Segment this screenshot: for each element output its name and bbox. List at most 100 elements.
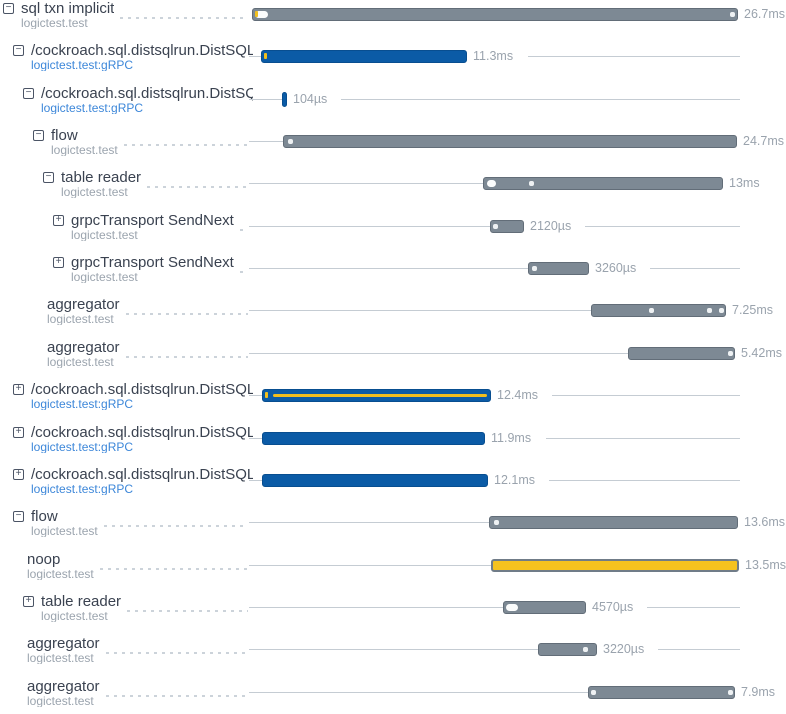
span-bar[interactable] [483,177,723,190]
event-marker [506,604,518,611]
span-bar[interactable] [591,304,726,317]
span-bar[interactable] [538,643,597,656]
span-bar[interactable] [489,516,738,529]
timeline-lead-line [249,522,490,523]
span-bar[interactable] [588,686,735,699]
leader-dash-line [126,313,248,315]
span-service: logictest.test [71,228,138,241]
span-bar[interactable] [252,8,738,21]
event-marker [728,351,733,356]
span-service: logictest.test [21,16,88,29]
expand-toggle-icon[interactable]: + [13,469,24,480]
collapse-toggle-icon[interactable]: − [43,172,54,183]
event-marker [728,690,733,695]
timeline-lead-line [249,480,263,481]
span-duration: 13.5ms [745,558,786,572]
trace-span-row: −/cockroach.sql.distsqlrun.DistSQL/Setlo… [0,42,786,84]
span-service: logictest.test [61,185,128,198]
span-duration: 12.4ms [497,388,538,402]
span-service: logictest.test:gRPC [31,397,134,410]
span-name: aggregator [27,679,100,695]
leader-dash-line [147,186,248,188]
span-name: noop [27,552,61,568]
trace-span-row: aggregator logictest.test 7.9ms [0,678,786,714]
span-text-block: aggregator logictest.test [47,340,120,368]
collapse-toggle-icon[interactable]: − [13,511,24,522]
span-duration: 2120µs [530,219,572,233]
span-bar[interactable] [262,432,485,445]
trace-span-row: aggregator logictest.test 3220µs [0,635,786,677]
trace-span-row: + grpcTransport SendNext logictest.test 212… [0,212,786,254]
timeline-trail-line [549,480,740,481]
timeline-lead-line [249,692,589,693]
trace-span-row: + grpcTransport SendNext logictest.test 326… [0,254,786,296]
collapse-toggle-icon[interactable]: − [3,3,14,14]
expand-toggle-icon[interactable]: + [53,215,64,226]
timeline-lead-line [249,649,539,650]
span-bar[interactable] [261,50,467,63]
span-service: logictest.test:gRPC [31,482,134,495]
collapse-toggle-icon[interactable]: − [23,88,34,99]
timeline-lead-line [249,607,504,608]
leader-dash-line [240,229,248,231]
event-marker [487,180,496,187]
expand-toggle-icon[interactable]: + [53,257,64,268]
span-bar[interactable] [491,559,739,572]
span-name: sql txn implicit [21,1,115,17]
timeline-trail-line [647,607,740,608]
span-name: /cockroach.sql.distsqlrun.DistSQL/Set [31,425,253,441]
span-service: logictest.test [27,694,94,707]
span-text-block: flow logictest.test [31,509,98,537]
event-marker [529,181,534,186]
leader-dash-line [106,652,248,654]
span-name: /cockroach.sql.distsqlrun.DistSQL/Set [31,43,253,59]
span-text-block: /cockroach.sql.distsqlrun.DistSQL/Setlog… [31,425,253,453]
span-bar[interactable] [262,389,491,402]
timeline-trail-line [650,268,740,269]
span-bar[interactable] [490,220,524,233]
yellow-stripe-marker [273,394,487,397]
timeline-lead-line [249,565,492,566]
timeline-lead-line [249,310,592,311]
leader-dash-line [127,610,248,612]
span-service: logictest.test [47,355,114,368]
trace-span-row: −/cockroach.sql.distsqlrun.DistSQL/Slogi… [0,85,786,127]
span-bar[interactable] [628,347,735,360]
span-duration: 11.9ms [491,431,532,445]
span-name: aggregator [27,636,100,652]
timeline-lead-line [249,56,262,57]
timeline-trail-line [546,438,740,439]
span-service: logictest.test [27,651,94,664]
expand-toggle-icon[interactable]: + [23,596,34,607]
collapse-toggle-icon[interactable]: − [33,130,44,141]
span-bar[interactable] [282,92,287,107]
timeline-lead-line [249,141,284,142]
span-service: logictest.test [71,270,138,283]
collapse-toggle-icon[interactable]: − [13,45,24,56]
timeline-trail-line [552,395,740,396]
trace-span-row: + /cockroach.sql.distsqlrun.DistSQL/Setlo… [0,424,786,466]
span-text-block: aggregator logictest.test [27,679,100,707]
span-name: aggregator [47,340,120,356]
expand-toggle-icon[interactable]: + [13,384,24,395]
span-text-block: noop logictest.test [27,552,94,580]
trace-span-row: − table reader logictest.test 13ms [0,169,786,211]
trace-span-row: aggregator logictest.test 7.25ms [0,296,786,338]
trace-span-row: noop logictest.test 13.5ms [0,551,786,593]
span-text-block: grpcTransport SendNext logictest.test [71,255,234,283]
span-bar[interactable] [528,262,589,275]
expand-toggle-icon[interactable]: + [13,427,24,438]
leader-dash-line [124,144,248,146]
span-name: aggregator [47,297,120,313]
span-service: logictest.test [31,524,98,537]
span-text-block: grpcTransport SendNext logictest.test [71,213,234,241]
span-bar[interactable] [262,474,488,487]
timeline-lead-line [249,183,484,184]
span-name: grpcTransport SendNext [71,255,234,271]
trace-span-row: aggregator logictest.test 5.42ms [0,339,786,381]
leader-dash-line [106,695,248,697]
leader-dash-line [126,356,248,358]
span-bar[interactable] [283,135,737,148]
span-text-block: aggregator logictest.test [47,297,120,325]
span-bar[interactable] [503,601,586,614]
